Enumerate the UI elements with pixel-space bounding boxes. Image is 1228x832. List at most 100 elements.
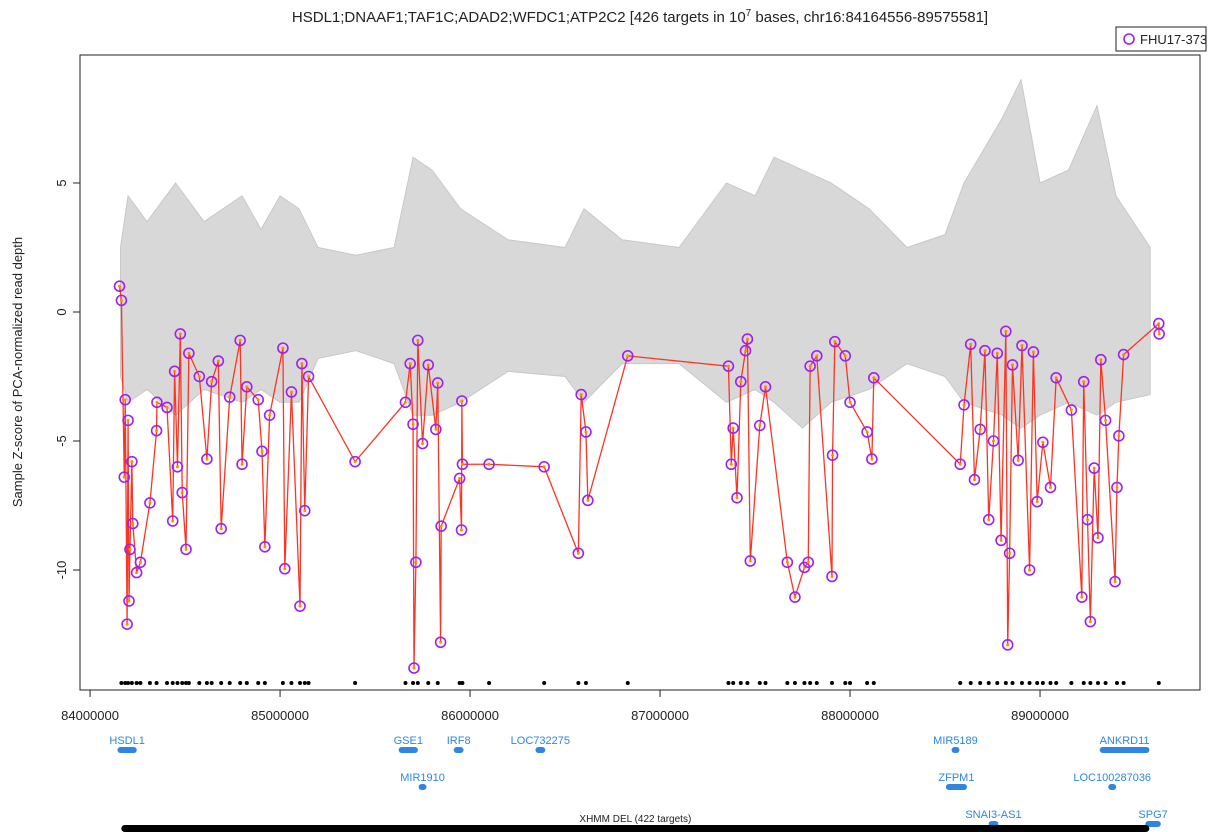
data-point [727, 422, 739, 434]
data-point-center [1104, 418, 1108, 422]
gene-span [1099, 747, 1150, 753]
legend-box [1115, 26, 1207, 52]
data-point-center [978, 427, 982, 431]
data-point-center [412, 666, 416, 670]
target-dot [802, 681, 807, 685]
data-point-center [1122, 353, 1126, 357]
target-dot [968, 681, 973, 685]
target-dot [165, 681, 170, 685]
data-point-center [758, 424, 762, 428]
target-dot [244, 681, 249, 685]
data-point [861, 426, 873, 438]
target-dot [1156, 681, 1161, 685]
data-point-center [735, 496, 739, 500]
data-point-center [1117, 434, 1121, 438]
legend-label: FHU17-373 [1140, 32, 1207, 47]
data-point-center [118, 284, 122, 288]
target-dot [1121, 681, 1126, 685]
data-point [174, 328, 187, 340]
data-point [725, 458, 738, 471]
data-point [826, 449, 839, 461]
data-point [256, 445, 268, 458]
data-point [404, 357, 417, 370]
x-tick-label: 88000000 [821, 708, 879, 723]
data-point [215, 522, 227, 535]
data-point [1012, 454, 1024, 467]
data-point-center [745, 337, 749, 341]
data-point-center [1016, 458, 1020, 462]
data-point [575, 388, 587, 401]
data-point [435, 520, 447, 532]
data-point-center [460, 528, 464, 532]
target-dot [298, 681, 303, 685]
target-dot [289, 681, 294, 685]
target-dot [154, 681, 159, 685]
data-point-center [584, 430, 588, 434]
data-point-center [197, 374, 201, 378]
x-tick-label: 87000000 [631, 708, 689, 723]
data-point-center [958, 462, 962, 466]
target-dot [814, 681, 819, 685]
data-point [412, 334, 424, 347]
data-point-center [307, 374, 311, 378]
data-point-center [135, 571, 139, 575]
target-dot [175, 681, 180, 685]
data-point [1092, 531, 1104, 544]
target-dot [792, 681, 797, 685]
target-dot [871, 681, 876, 685]
target-dot [134, 681, 139, 685]
target-dot [978, 681, 983, 685]
data-point-center [731, 426, 735, 430]
target-dot [209, 681, 214, 685]
data-point [759, 381, 772, 393]
data-point-center [831, 453, 835, 457]
data-point-center [1031, 350, 1035, 354]
data-point [205, 375, 218, 388]
data-point-center [421, 442, 425, 446]
data-point-center [298, 604, 302, 608]
data-point [1037, 436, 1049, 449]
data-point [582, 494, 594, 507]
data-point-center [848, 400, 852, 404]
data-point-center [178, 332, 182, 336]
data-point [302, 370, 315, 383]
gene-label: SPG7 [1138, 809, 1167, 821]
target-dot [785, 681, 790, 685]
cnv-label: XHMM DEL (422 targets) [579, 814, 691, 825]
sample-band [119, 78, 1151, 429]
data-point [1113, 430, 1125, 442]
data-point [483, 458, 495, 471]
data-point-center [460, 399, 464, 403]
target-dot [1114, 681, 1119, 685]
target-dot [129, 681, 134, 685]
y-tick-label: -10 [54, 561, 69, 580]
data-point [453, 472, 466, 485]
data-point [621, 350, 634, 362]
data-point [810, 350, 823, 362]
data-point [1088, 462, 1100, 474]
data-point [118, 471, 131, 483]
data-point-center [411, 422, 415, 426]
data-point [538, 461, 550, 473]
data-point-center [238, 338, 242, 342]
data-point-center [806, 560, 810, 564]
data-point-center [995, 351, 999, 355]
data-point [123, 595, 135, 607]
data-point [126, 455, 138, 468]
data-point [781, 556, 794, 569]
gene-label: HSDL1 [109, 735, 144, 747]
data-point-center [962, 403, 966, 407]
data-point [241, 381, 253, 393]
data-point-center [171, 519, 175, 523]
target-dot [576, 681, 581, 685]
target-dot [353, 681, 358, 685]
gene-span [398, 747, 418, 753]
gene-span [453, 747, 464, 753]
target-dot [227, 681, 232, 685]
data-point [1117, 348, 1130, 361]
data-point-center [972, 478, 976, 482]
data-point [201, 453, 213, 465]
data-point-center [865, 430, 869, 434]
target-dot [147, 681, 152, 685]
data-point [954, 458, 967, 471]
